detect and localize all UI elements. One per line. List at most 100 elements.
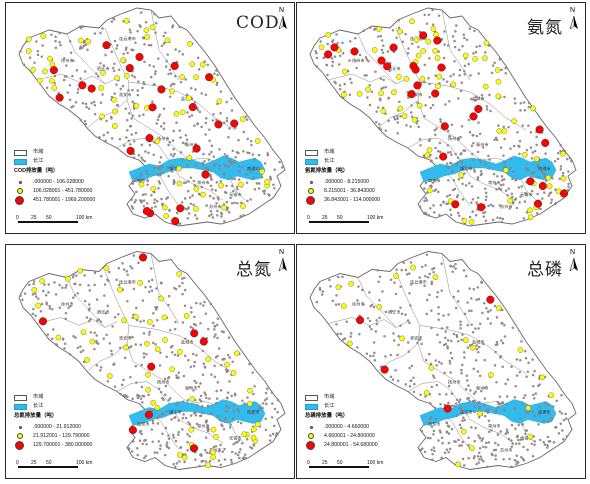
discharge-point-small: [142, 199, 146, 202]
discharge-point-small: [480, 93, 484, 97]
discharge-point-small: [409, 379, 412, 383]
discharge-point-small: [561, 171, 565, 175]
city-label: 南通市: [538, 409, 551, 416]
discharge-point-small: [514, 442, 518, 445]
discharge-point-small: [531, 454, 535, 458]
discharge-point-small: [405, 273, 409, 276]
discharge-point-small: [126, 118, 129, 122]
discharge-point-medium: [230, 370, 237, 376]
north-label: N: [279, 7, 285, 14]
discharge-point-small: [31, 312, 35, 316]
discharge-point-small: [224, 417, 227, 420]
discharge-point-small: [83, 274, 86, 277]
discharge-point-small: [542, 172, 545, 176]
discharge-point-small: [448, 362, 452, 365]
city-boundary: [86, 343, 128, 372]
discharge-point-small: [159, 125, 163, 128]
discharge-point-small: [430, 282, 433, 286]
discharge-point-small: [144, 454, 148, 458]
discharge-point-small: [158, 415, 161, 418]
discharge-point-small: [460, 125, 464, 128]
discharge-point-medium: [99, 113, 105, 120]
discharge-point-medium: [42, 68, 48, 75]
discharge-point-small: [404, 313, 407, 316]
discharge-point-small: [463, 36, 466, 40]
discharge-point-small: [165, 441, 169, 444]
discharge-point-small: [570, 159, 573, 163]
discharge-point-small: [539, 438, 542, 442]
discharge-point-small: [407, 350, 411, 353]
discharge-point-small: [131, 207, 135, 210]
discharge-point-small: [178, 25, 181, 29]
discharge-point-small: [456, 138, 460, 141]
discharge-point-small: [204, 421, 208, 424]
discharge-point-large: [201, 170, 210, 179]
discharge-point-small: [53, 74, 57, 78]
discharge-point-small: [230, 109, 234, 112]
discharge-point-large: [477, 203, 486, 212]
discharge-point-medium: [164, 37, 171, 44]
discharge-point-medium: [496, 305, 502, 311]
discharge-point-small: [547, 419, 551, 423]
discharge-point-small: [384, 129, 388, 132]
discharge-point-small: [447, 432, 451, 435]
discharge-point-small: [380, 48, 384, 52]
discharge-point-small: [449, 150, 452, 154]
discharge-point-small: [455, 164, 458, 167]
discharge-point-small: [152, 324, 155, 327]
discharge-point-small: [169, 397, 172, 400]
discharge-point-small: [79, 26, 83, 30]
discharge-point-medium: [100, 70, 106, 76]
discharge-point-small: [433, 376, 436, 379]
discharge-point-small: [453, 187, 457, 191]
discharge-point-small: [167, 294, 171, 298]
city-label: 泰州市: [185, 385, 198, 392]
class-1-symbol: [19, 426, 22, 429]
discharge-point-small: [530, 157, 534, 160]
discharge-point-small: [446, 346, 450, 350]
discharge-point-small: [501, 365, 504, 369]
discharge-point-small: [495, 381, 498, 384]
discharge-point-small: [484, 198, 488, 202]
discharge-point-small: [475, 298, 478, 301]
discharge-point-small: [51, 308, 54, 311]
discharge-point-small: [112, 363, 115, 366]
discharge-point-small: [409, 304, 412, 307]
discharge-point-small: [432, 429, 436, 433]
discharge-point-small: [189, 176, 193, 179]
discharge-point-small: [493, 61, 496, 65]
discharge-point-small: [191, 194, 194, 197]
discharge-point-medium: [393, 273, 400, 279]
discharge-point-medium: [124, 73, 130, 79]
discharge-point-small: [131, 397, 134, 401]
discharge-point-small: [334, 81, 337, 85]
discharge-point-small: [217, 449, 221, 453]
discharge-point-small: [477, 297, 481, 301]
discharge-point-small: [140, 385, 144, 389]
discharge-point-small: [522, 101, 526, 104]
discharge-point-small: [87, 284, 90, 287]
discharge-point-small: [508, 207, 512, 210]
discharge-point-small: [449, 74, 452, 78]
discharge-point-small: [519, 358, 522, 362]
discharge-point-small: [179, 136, 182, 139]
legend-class-1-label: .000000 - 8.215000: [324, 179, 369, 185]
discharge-point-small: [202, 362, 206, 366]
discharge-point-small: [134, 131, 138, 135]
discharge-point-small: [167, 303, 170, 307]
discharge-point-small: [142, 332, 146, 335]
discharge-point-small: [139, 397, 143, 400]
discharge-point-small: [215, 214, 219, 217]
discharge-point-small: [392, 115, 396, 119]
discharge-point-small: [238, 451, 241, 454]
city-label: 无锡市: [229, 191, 242, 198]
discharge-point-small: [63, 342, 67, 345]
discharge-point-small: [466, 323, 470, 327]
discharge-point-large: [38, 317, 48, 326]
discharge-point-small: [157, 57, 160, 60]
north-arrow-icon: N: [567, 249, 581, 275]
discharge-point-small: [499, 188, 503, 191]
discharge-point-small: [503, 335, 507, 338]
discharge-point-small: [432, 374, 435, 377]
discharge-point-small: [154, 70, 157, 73]
